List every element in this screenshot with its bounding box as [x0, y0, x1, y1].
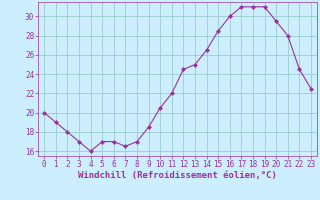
- X-axis label: Windchill (Refroidissement éolien,°C): Windchill (Refroidissement éolien,°C): [78, 171, 277, 180]
